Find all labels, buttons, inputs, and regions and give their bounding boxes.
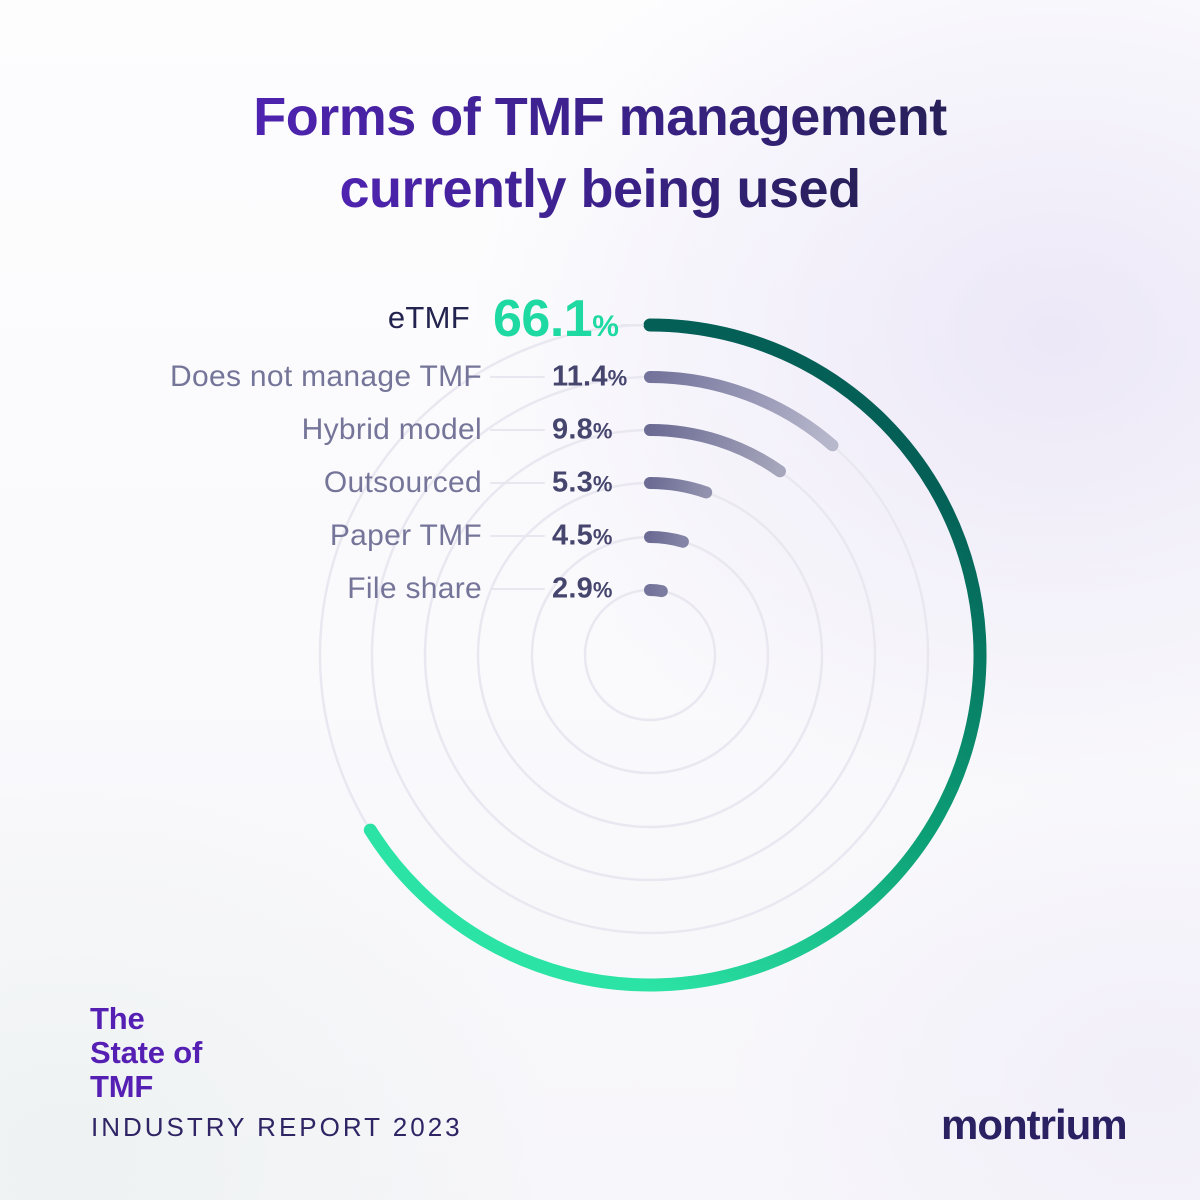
value-unit: %: [592, 418, 613, 444]
value-unit: %: [592, 577, 613, 603]
category-label: Outsourced: [323, 466, 482, 499]
value-arc-does-not-manage-tmf: [644, 371, 839, 452]
leader-line: [490, 376, 545, 378]
track-ring: [583, 588, 717, 722]
value-label: 9.8%: [552, 414, 613, 447]
track-ring: [370, 375, 930, 935]
value-label: 5.3%: [552, 467, 613, 500]
leader-line: [490, 588, 545, 590]
value-unit: %: [592, 524, 613, 550]
industry-report-label: INDUSTRY REPORT 2023: [91, 1112, 463, 1142]
brand-line: State of: [90, 1035, 203, 1070]
category-label: Paper TMF: [329, 519, 482, 552]
value-number: 5.3: [552, 466, 593, 499]
leader-line: [490, 482, 545, 484]
value-label: 2.9%: [552, 573, 613, 606]
value-unit: %: [607, 365, 628, 391]
value-label: 4.5%: [552, 520, 613, 553]
value-arc-hybrid-model: [644, 423, 786, 478]
value-number: 11.4: [552, 360, 608, 393]
category-label: File share: [347, 572, 482, 605]
brand-state-of-tmf: The State of TMF: [90, 1002, 202, 1104]
value-arc-paper-tmf: [644, 531, 689, 548]
montrium-logo: montrium: [941, 1101, 1128, 1148]
value-number: 9.8: [552, 413, 593, 446]
value-number: 2.9: [552, 572, 593, 605]
value-number: 4.5: [552, 519, 593, 552]
leader-line: [490, 429, 545, 431]
leader-line: [621, 324, 644, 326]
value-label: 11.4%: [552, 361, 627, 394]
value-arc-file-share: [644, 584, 668, 598]
value-arc-outsourced: [644, 476, 713, 499]
value-arc-etmf: [363, 318, 987, 992]
value-label: 66.1%: [493, 289, 619, 349]
value-unit: %: [592, 310, 619, 343]
brand-line: TMF: [90, 1069, 154, 1104]
value-number: 66.1: [493, 290, 593, 348]
page-title-line-2: currently being used: [339, 154, 861, 226]
category-label: Does not manage TMF: [170, 360, 482, 393]
page-title-line-1: Forms of TMF management: [253, 82, 947, 154]
leader-line: [490, 535, 545, 537]
category-label: eTMF: [387, 300, 470, 335]
page-title: Forms of TMF management currently being …: [0, 82, 1200, 226]
brand-line: The: [90, 1001, 145, 1036]
value-unit: %: [592, 471, 613, 497]
category-label: Hybrid model: [301, 413, 482, 446]
track-ring: [423, 428, 877, 882]
